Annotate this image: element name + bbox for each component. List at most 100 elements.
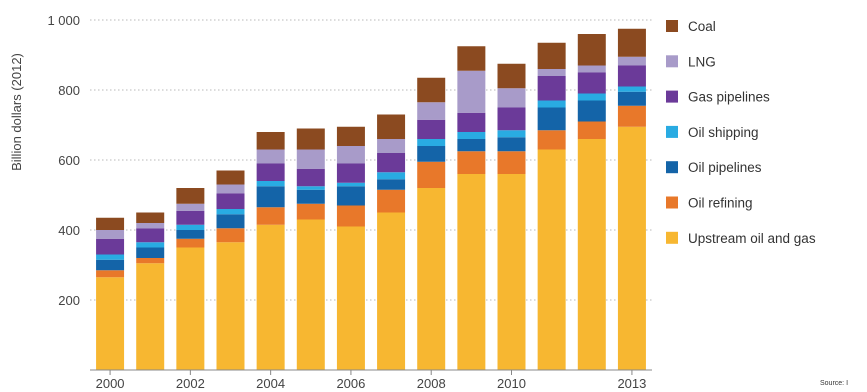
bar-segment [216, 228, 245, 243]
bar-segment [96, 277, 125, 370]
bar-segment [457, 112, 486, 132]
legend-swatch [666, 55, 678, 68]
bar-segment [617, 86, 646, 92]
bar-segment [96, 217, 125, 230]
bar-segment [96, 238, 125, 255]
legend-label: Oil pipelines [688, 160, 762, 175]
bar-segment [417, 139, 446, 146]
bar-segment [256, 132, 285, 150]
bar-segment [377, 189, 406, 213]
bar-segment [96, 270, 125, 278]
bar-segment [216, 242, 245, 370]
bar-segment [617, 91, 646, 106]
legend-label: Oil refining [688, 196, 753, 211]
legend: Coal LNG Gas pipelines Oil shipping Oil pipe… [666, 19, 816, 246]
bar-segment [296, 186, 325, 190]
bar-segment [617, 28, 646, 57]
x-tick-label: 2006 [336, 376, 365, 391]
bar-segment [136, 263, 165, 370]
y-tick-label: 800 [58, 83, 80, 98]
bar-segment [176, 238, 205, 248]
bar-segment [537, 107, 566, 131]
bar-segment [577, 139, 606, 370]
bar-segment [617, 56, 646, 66]
legend-swatch [666, 196, 678, 209]
x-tick-label: 2010 [497, 376, 526, 391]
legend-swatch [666, 161, 678, 174]
bar-segment [336, 205, 365, 227]
legend-label: Coal [688, 19, 716, 34]
y-tick-label: 1 000 [47, 13, 80, 28]
bar-segment [417, 188, 446, 370]
x-tick-label: 2002 [176, 376, 205, 391]
bar-segment [176, 247, 205, 370]
x-tick-label: 2000 [96, 376, 125, 391]
y-tick-label: 600 [58, 153, 80, 168]
bar-segment [136, 228, 165, 243]
bar-segment [136, 223, 165, 229]
bar-segment [577, 93, 606, 101]
bar-segment [537, 130, 566, 150]
bar-segment [497, 174, 526, 370]
bar-segment [417, 146, 446, 162]
bar-segment [577, 65, 606, 73]
bar-segment [497, 63, 526, 89]
legend-label: LNG [688, 54, 716, 69]
bar-segment [296, 168, 325, 187]
bar-segment [216, 214, 245, 229]
bar-segment [617, 105, 646, 127]
bar-segment [296, 219, 325, 370]
x-axis: 2000 2002 2004 2006 2008 2010 2013 [90, 369, 652, 391]
x-tick-label: 2008 [417, 376, 446, 391]
bar-segment [176, 210, 205, 225]
bar-segment [336, 126, 365, 146]
bar-segment [457, 46, 486, 71]
x-tick-label: 2004 [256, 376, 285, 391]
x-tick-label: 2013 [617, 376, 646, 391]
bar-segment [336, 163, 365, 183]
bars [96, 28, 646, 370]
bar-segment [377, 179, 406, 190]
bar-segment [176, 230, 205, 239]
bar-segment [176, 224, 205, 230]
bar-segment [256, 163, 285, 181]
bar-segment [497, 107, 526, 131]
bar-segment [417, 77, 446, 103]
bar-segment [216, 193, 245, 209]
bar-segment [96, 230, 125, 239]
bar-segment [96, 259, 125, 271]
bar-segment [577, 100, 606, 122]
bar-segment [176, 203, 205, 211]
bar-segment [497, 130, 526, 138]
legend-swatch [666, 20, 678, 32]
bar-segment [256, 181, 285, 187]
bar-segment [336, 182, 365, 187]
y-tick-label: 400 [58, 223, 80, 238]
bar-segment [136, 242, 165, 248]
bar-segment [256, 207, 285, 225]
bar-segment [457, 132, 486, 139]
gridlines [90, 19, 652, 301]
bar-segment [577, 121, 606, 139]
bar-segment [497, 137, 526, 152]
legend-label: Oil shipping [688, 125, 759, 140]
bar-segment [377, 153, 406, 173]
bar-segment [617, 126, 646, 370]
bar-segment [296, 149, 325, 169]
y-axis-title: Billion dollars (2012) [9, 53, 24, 171]
bar-segment [457, 174, 486, 370]
bar-segment [577, 72, 606, 94]
bar-segment [216, 170, 245, 185]
legend-swatch [666, 231, 678, 244]
legend-swatch [666, 125, 678, 138]
bar-segment [96, 254, 125, 260]
bar-segment [537, 42, 566, 69]
legend-swatch [666, 90, 678, 103]
bar-segment [537, 76, 566, 101]
bar-segment [136, 247, 165, 258]
bar-segment [417, 119, 446, 139]
y-tick-label: 200 [58, 293, 80, 308]
y-axis: 200 400 600 800 1 000 [47, 13, 80, 308]
bar-segment [377, 212, 406, 370]
